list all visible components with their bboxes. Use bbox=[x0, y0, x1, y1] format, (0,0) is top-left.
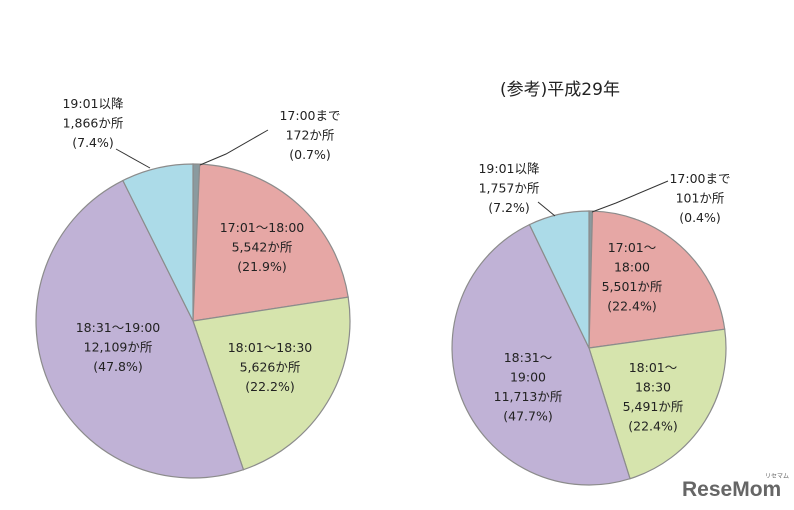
slice-label-count-1801-1830: 5,626か所 bbox=[240, 360, 301, 375]
pie-slice-after1901 bbox=[528, 210, 590, 349]
slice-label-percent-1831-1900: (47.8%) bbox=[93, 359, 142, 374]
pie-chart-current: 17:00まで 172か所 (0.7%) 17:01〜18:00 5,542か所 (21.… bbox=[35, 96, 351, 479]
pie-slice-1701-1800 bbox=[588, 210, 726, 349]
slice-label-percent-1701-1800: (22.4%) bbox=[607, 299, 656, 314]
slice-label-name-end-1831-1900: 19:00 bbox=[510, 370, 546, 385]
slice-label-percent-1831-1900: (47.7%) bbox=[503, 409, 552, 424]
slice-label-name-upto1700: 17:00まで bbox=[279, 108, 340, 123]
leader-line-after1901 bbox=[115, 148, 151, 169]
slice-label-name-start-1801-1830: 18:01〜 bbox=[629, 360, 678, 375]
pie-slice-1801-1830 bbox=[588, 328, 727, 480]
slice-label-name-end-1801-1830: 18:30 bbox=[635, 380, 671, 395]
slice-label-name-1801-1830: 18:01〜18:30 bbox=[228, 340, 313, 355]
slice-label-percent-upto1700: (0.4%) bbox=[679, 210, 721, 225]
slice-label-count-1831-1900: 12,109か所 bbox=[84, 340, 153, 355]
slice-label-name-start-1701-1800: 17:01〜 bbox=[608, 240, 657, 255]
slice-label-name-after1901: 19:01以降 bbox=[62, 96, 124, 111]
leader-line-after1901 bbox=[537, 201, 556, 217]
pie-slice-1801-1830 bbox=[192, 296, 351, 471]
slice-label-name-start-1831-1900: 18:31〜 bbox=[504, 350, 553, 365]
slice-label-count-1701-1800: 5,501か所 bbox=[602, 279, 663, 294]
slice-label-percent-1701-1800: (21.9%) bbox=[237, 259, 286, 274]
pie-slice-after1901 bbox=[122, 163, 194, 322]
logo-small-text: リセマム bbox=[765, 473, 789, 480]
slice-label-count-after1901: 1,757か所 bbox=[479, 181, 540, 196]
slice-label-count-after1901: 1,866か所 bbox=[63, 116, 124, 131]
pie-slice-1831-1900 bbox=[451, 223, 631, 486]
slice-label-percent-after1901: (7.2%) bbox=[488, 200, 530, 215]
slice-label-count-upto1700: 101か所 bbox=[676, 191, 725, 206]
slice-label-name-1831-1900: 18:31〜19:00 bbox=[76, 320, 161, 335]
slice-label-name-end-1701-1800: 18:00 bbox=[614, 260, 650, 275]
leader-line-upto1700 bbox=[591, 180, 669, 213]
pie-slice-1701-1800 bbox=[192, 163, 349, 322]
slice-label-name-1701-1800: 17:01〜18:00 bbox=[220, 220, 305, 235]
pie-slice-1831-1900 bbox=[35, 179, 245, 479]
slice-label-name-after1901: 19:01以降 bbox=[478, 161, 540, 176]
chart-title-h29: (参考)平成29年 bbox=[500, 80, 620, 100]
leader-line-upto1700 bbox=[199, 129, 269, 166]
slice-label-percent-1801-1830: (22.2%) bbox=[245, 379, 294, 394]
slice-label-count-1801-1830: 5,491か所 bbox=[623, 399, 684, 414]
slice-label-percent-1801-1830: (22.4%) bbox=[628, 419, 677, 434]
slice-label-count-upto1700: 172か所 bbox=[286, 128, 335, 143]
logo-text: ReseMom bbox=[682, 478, 781, 501]
slice-label-count-1831-1900: 11,713か所 bbox=[494, 389, 563, 404]
slice-label-name-upto1700: 17:00まで bbox=[669, 171, 730, 186]
slice-label-count-1701-1800: 5,542か所 bbox=[232, 240, 293, 255]
slice-label-percent-after1901: (7.4%) bbox=[72, 135, 114, 150]
slice-label-percent-upto1700: (0.7%) bbox=[289, 147, 331, 162]
pie-chart-h29: (参考)平成29年 17:00まで 101か所 (0.4%) 17:01〜 18:00 5… bbox=[451, 80, 731, 486]
resemom-logo: ReseMom リセマム bbox=[682, 473, 789, 501]
